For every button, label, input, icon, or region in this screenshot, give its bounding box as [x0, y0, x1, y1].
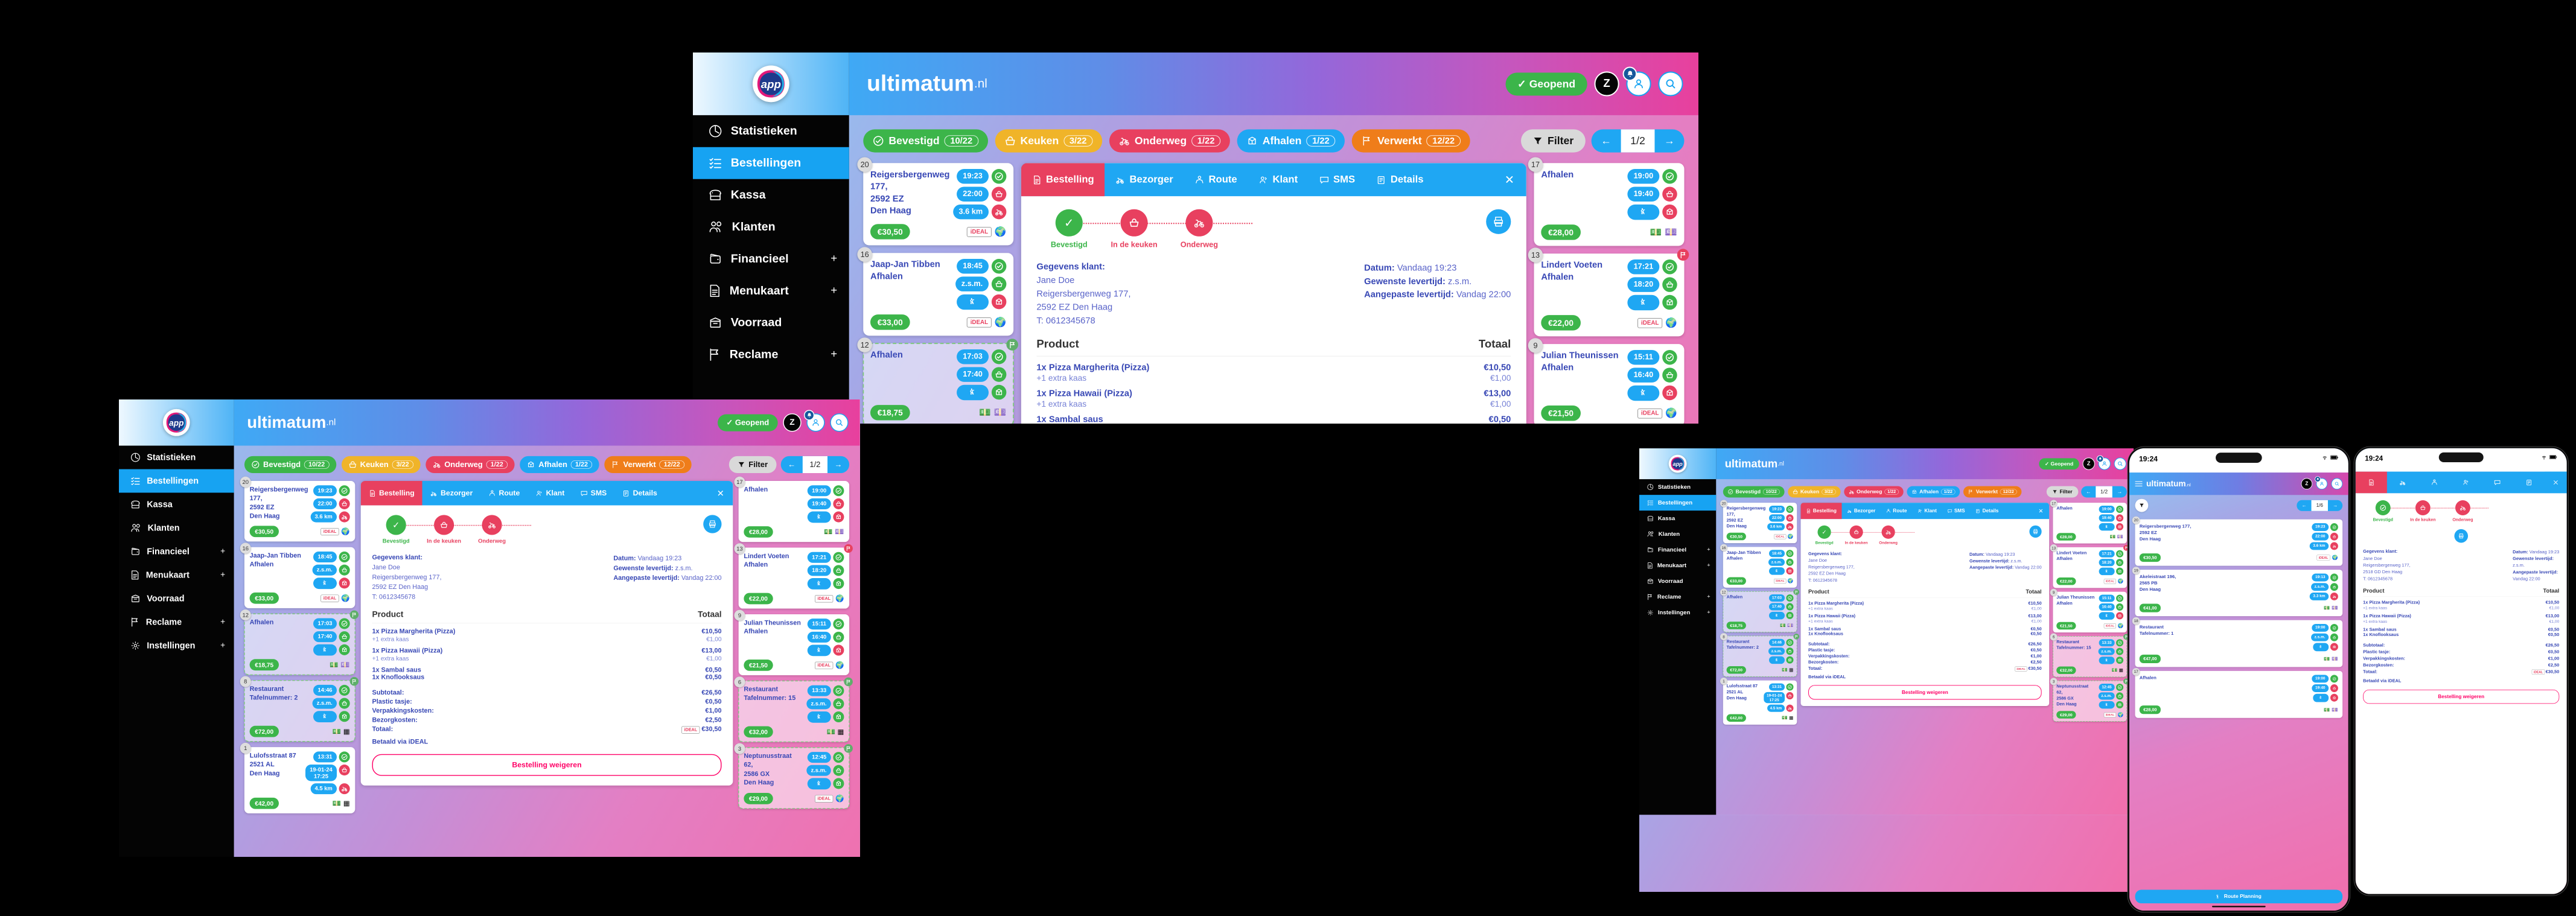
svg-text:app: app	[169, 418, 183, 427]
svg-text:app: app	[1672, 461, 1683, 467]
svg-text:app: app	[761, 78, 781, 91]
